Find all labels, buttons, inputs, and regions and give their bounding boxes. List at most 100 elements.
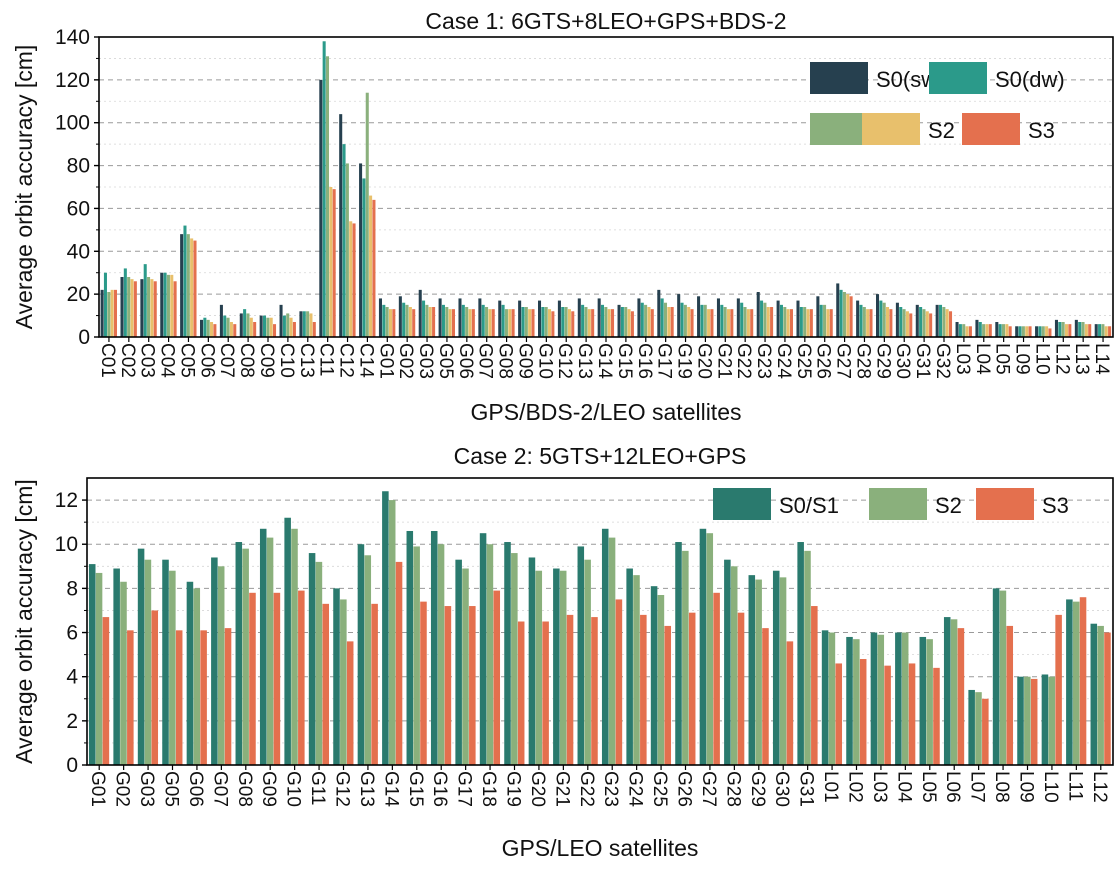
bar-S0/S1-L03 (870, 632, 878, 765)
x-tick-label: G26 (813, 343, 834, 379)
bar-S0(sw)-C06 (200, 319, 204, 337)
bar-S2-L09 (1025, 326, 1029, 337)
bar-S3-G31 (929, 313, 933, 337)
bar-S3-G06 (200, 630, 207, 765)
bar-S0(dw)-C08 (243, 309, 247, 337)
bar-S1-G08 (504, 309, 508, 337)
x-tick-label: G13 (356, 771, 377, 807)
x-tick-label: L01 (820, 771, 841, 803)
bar-S0/S1-G25 (650, 586, 658, 765)
bar-S3-L01 (835, 663, 843, 765)
bar-S0(dw)-L04 (978, 322, 982, 337)
bar-S2-G26 (682, 550, 689, 765)
bar-S2-G21 (726, 309, 731, 337)
bar-S1-C12 (345, 163, 349, 337)
legend-swatch-S0(sw) (810, 62, 868, 94)
bar-S0(sw)-G07 (478, 298, 482, 337)
bar-S2-L01 (828, 632, 836, 765)
bar-S0/S1-L05 (919, 636, 927, 765)
x-tick-label: G12 (554, 343, 575, 379)
bar-S3-C05 (193, 240, 197, 337)
x-tick-label: G20 (527, 771, 548, 807)
bar-S3-L12 (1068, 324, 1072, 337)
bar-S0(sw)-G15 (617, 304, 621, 337)
bar-S0(sw)-G06 (458, 298, 462, 337)
bar-S1-G10 (544, 307, 548, 337)
bar-S2-G12 (567, 309, 571, 337)
bar-S0/S1-G19 (504, 542, 511, 765)
x-tick-label: C09 (256, 343, 277, 378)
x-tick-label: L11 (1064, 771, 1085, 801)
bar-S2-G32 (945, 309, 949, 337)
bar-S2-G29 (886, 307, 890, 337)
bar-S0(dw)-C06 (203, 317, 207, 337)
x-tick-label: G05 (161, 771, 182, 807)
chart-title: Case 1: 6GTS+8LEO+GPS+BDS-2 (425, 8, 786, 34)
bar-S2-G21 (559, 570, 567, 765)
bar-S2-G27 (706, 533, 714, 765)
bar-S3-G10 (298, 590, 305, 765)
bar-S3-G19 (690, 309, 694, 337)
bar-S0(dw)-C10 (282, 315, 286, 337)
bar-S3-G09 (531, 309, 535, 337)
bar-S3-G13 (591, 309, 595, 337)
x-tick-label: L03 (869, 771, 890, 803)
bar-S0(dw)-G30 (899, 307, 903, 337)
bar-S2-G08 (508, 309, 512, 337)
bar-S2-L05 (1005, 324, 1009, 337)
bar-S1-G32 (942, 307, 946, 337)
bar-S3-L03 (968, 326, 972, 337)
x-tick-label: L04 (972, 343, 993, 375)
y-axis-label: Average orbit accuracy [cm] (11, 45, 37, 330)
x-tick-label: G22 (733, 343, 754, 379)
x-tick-label: G31 (912, 343, 933, 379)
bar-S2-G23 (766, 307, 770, 337)
bar-S3-G10 (551, 311, 555, 337)
bar-S0(sw)-C12 (339, 114, 343, 338)
bar-S3-C11 (332, 189, 336, 337)
bar-S2-C05 (190, 238, 194, 337)
x-tick-label: L03 (952, 343, 973, 375)
y-tick-label: 2 (66, 710, 78, 733)
bar-S3-G05 (451, 309, 455, 337)
bar-S0(dw)-G07 (481, 304, 485, 337)
bar-S0/S1-G26 (675, 542, 682, 765)
bar-S0/S1-G22 (577, 546, 585, 765)
bar-S3-C13 (312, 322, 316, 337)
bar-S0(sw)-L10 (1035, 326, 1039, 337)
bar-S3-C09 (273, 324, 277, 337)
bar-S3-G01 (102, 617, 110, 765)
bar-S3-G02 (412, 309, 416, 337)
x-tick-label: C02 (117, 343, 138, 378)
x-tick-label: G14 (380, 771, 401, 807)
bar-S0(dw)-C02 (123, 268, 127, 337)
bar-S0(sw)-L12 (1054, 319, 1058, 337)
bar-S2-G14 (388, 500, 396, 765)
bar-S0(sw)-L05 (995, 322, 999, 337)
x-tick-label: G16 (634, 343, 655, 379)
bar-S3-L10 (1055, 614, 1062, 765)
bar-S0(sw)-C11 (319, 79, 323, 337)
bar-S0/S1-G18 (479, 533, 487, 765)
bar-S2-L06 (950, 619, 958, 765)
bar-S0(sw)-G26 (816, 296, 820, 337)
bar-S3-G27 (849, 296, 853, 337)
bar-S3-G12 (346, 641, 354, 765)
bar-S3-C10 (292, 322, 296, 337)
bar-S2-G30 (779, 577, 787, 765)
chart-panel-case-1: 020406080100120140C01C02C03C04C05C06C07C… (11, 8, 1114, 425)
bar-S0(dw)-C03 (143, 264, 147, 337)
x-tick-label: G13 (574, 343, 595, 379)
legend-swatch-S1 (810, 113, 868, 145)
bar-S2-G13 (364, 555, 372, 765)
y-tick-label: 140 (55, 26, 90, 49)
x-tick-label: G09 (514, 343, 535, 379)
bar-S0(dw)-G06 (461, 304, 465, 337)
bar-S3-G23 (770, 307, 774, 337)
x-tick-label: G09 (258, 771, 279, 807)
x-tick-label: G24 (773, 343, 794, 379)
y-tick-label: 100 (55, 112, 90, 135)
bar-S2-G09 (266, 537, 274, 765)
